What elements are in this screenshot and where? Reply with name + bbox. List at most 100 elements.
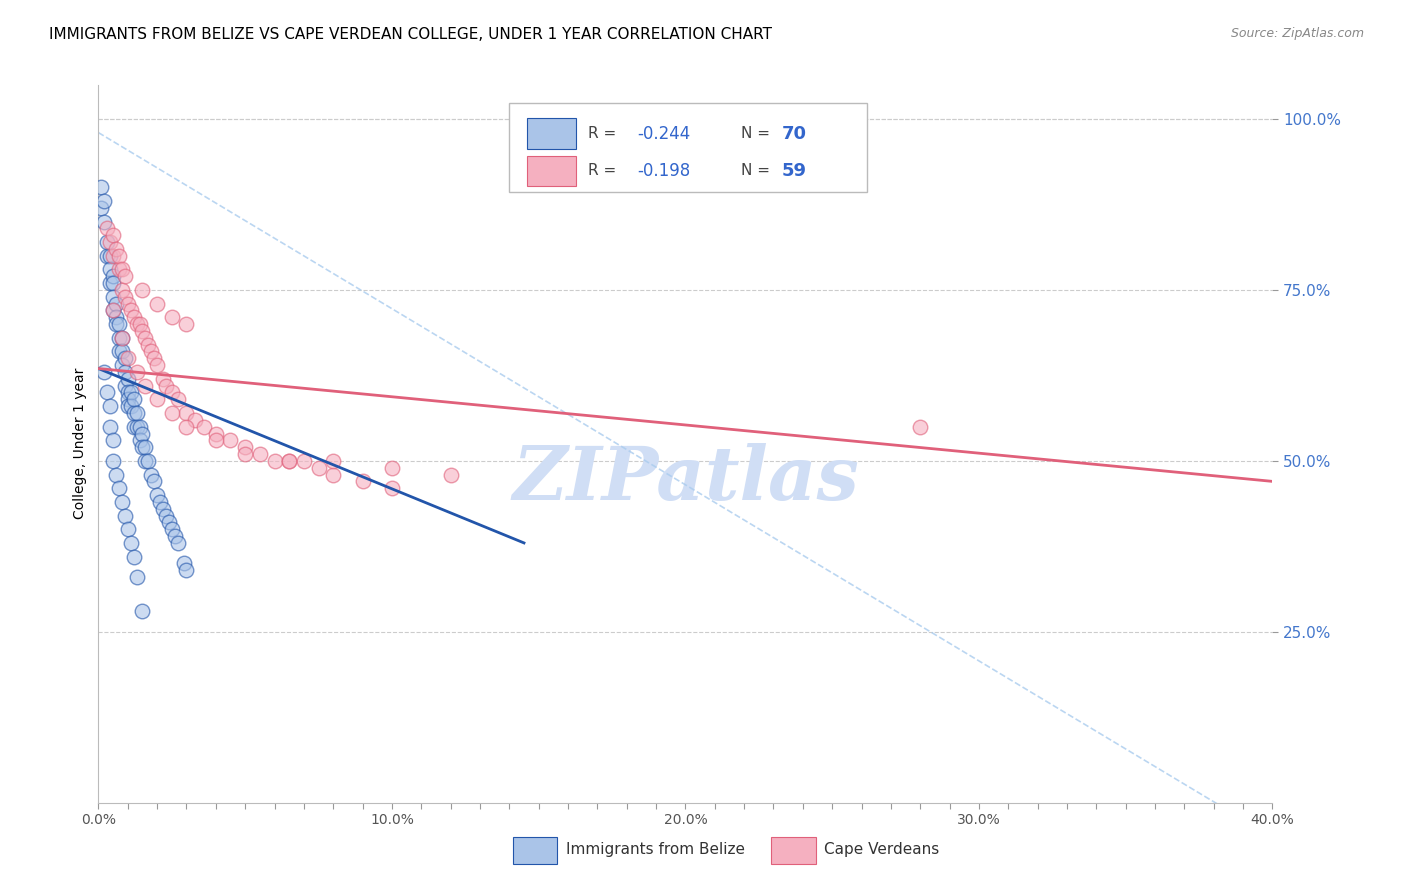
Text: Immigrants from Belize: Immigrants from Belize: [565, 842, 745, 857]
Point: [131, 283, 153, 297]
Point: [160, 385, 183, 400]
Point: [120, 536, 142, 550]
Point: [111, 283, 134, 297]
Point: [125, 365, 148, 379]
Point: [146, 358, 169, 372]
Point: [125, 406, 148, 420]
Point: [381, 481, 404, 495]
Text: IMMIGRANTS FROM BELIZE VS CAPE VERDEAN COLLEGE, UNDER 1 YEAR CORRELATION CHART: IMMIGRANTS FROM BELIZE VS CAPE VERDEAN C…: [49, 27, 772, 42]
Point: [160, 310, 183, 325]
Point: [122, 549, 145, 564]
Point: [120, 303, 142, 318]
Text: N =: N =: [741, 163, 775, 178]
Point: [101, 228, 124, 243]
Point: [136, 337, 159, 351]
Text: Cape Verdeans: Cape Verdeans: [824, 842, 939, 857]
Point: [108, 249, 131, 263]
Point: [128, 317, 150, 331]
Point: [163, 529, 186, 543]
Text: Source: ZipAtlas.com: Source: ZipAtlas.com: [1230, 27, 1364, 40]
Point: [122, 419, 145, 434]
Point: [205, 434, 228, 448]
Point: [122, 392, 145, 407]
Point: [143, 351, 166, 366]
Point: [114, 365, 136, 379]
Point: [96, 221, 118, 235]
Point: [219, 434, 242, 448]
Point: [93, 194, 115, 208]
Point: [111, 344, 134, 359]
Point: [141, 467, 163, 482]
Point: [134, 378, 156, 392]
Point: [173, 557, 195, 571]
Point: [117, 399, 139, 413]
Point: [910, 419, 932, 434]
Point: [381, 460, 404, 475]
Point: [176, 406, 198, 420]
Point: [114, 508, 136, 523]
Text: ZIPatlas: ZIPatlas: [512, 443, 859, 516]
Point: [117, 392, 139, 407]
Point: [101, 434, 124, 448]
Point: [352, 475, 374, 489]
Point: [176, 419, 198, 434]
Point: [308, 460, 330, 475]
Point: [105, 317, 128, 331]
Text: -0.244: -0.244: [637, 125, 690, 143]
Point: [96, 249, 118, 263]
Point: [152, 372, 174, 386]
Point: [143, 475, 166, 489]
Point: [101, 303, 124, 318]
Point: [136, 454, 159, 468]
Text: -0.198: -0.198: [637, 162, 690, 180]
Point: [263, 454, 285, 468]
Point: [166, 536, 188, 550]
Point: [101, 290, 124, 304]
Point: [249, 447, 271, 461]
Point: [131, 440, 153, 454]
Point: [101, 303, 124, 318]
Point: [114, 378, 136, 392]
Point: [117, 385, 139, 400]
Point: [101, 454, 124, 468]
Point: [111, 358, 134, 372]
Point: [93, 214, 115, 228]
Point: [122, 406, 145, 420]
Point: [117, 296, 139, 310]
Point: [233, 440, 256, 454]
Point: [141, 344, 163, 359]
Point: [98, 262, 121, 277]
Point: [93, 365, 115, 379]
Text: R =: R =: [588, 126, 621, 141]
Point: [108, 317, 131, 331]
Point: [90, 201, 112, 215]
Point: [205, 426, 228, 441]
Point: [128, 419, 150, 434]
Point: [114, 351, 136, 366]
Point: [108, 331, 131, 345]
Point: [114, 269, 136, 284]
Point: [176, 563, 198, 577]
FancyBboxPatch shape: [513, 838, 557, 863]
Point: [98, 235, 121, 249]
Point: [117, 351, 139, 366]
Point: [128, 434, 150, 448]
Point: [98, 419, 121, 434]
Point: [152, 501, 174, 516]
Text: 70: 70: [782, 125, 807, 143]
Point: [122, 310, 145, 325]
Point: [125, 317, 148, 331]
Point: [114, 290, 136, 304]
Point: [111, 495, 134, 509]
Point: [96, 385, 118, 400]
Point: [155, 378, 177, 392]
Point: [96, 235, 118, 249]
FancyBboxPatch shape: [527, 156, 576, 186]
Point: [98, 249, 121, 263]
Point: [439, 467, 461, 482]
Point: [166, 392, 188, 407]
Point: [146, 488, 169, 502]
FancyBboxPatch shape: [770, 838, 815, 863]
Point: [101, 276, 124, 290]
Point: [111, 262, 134, 277]
